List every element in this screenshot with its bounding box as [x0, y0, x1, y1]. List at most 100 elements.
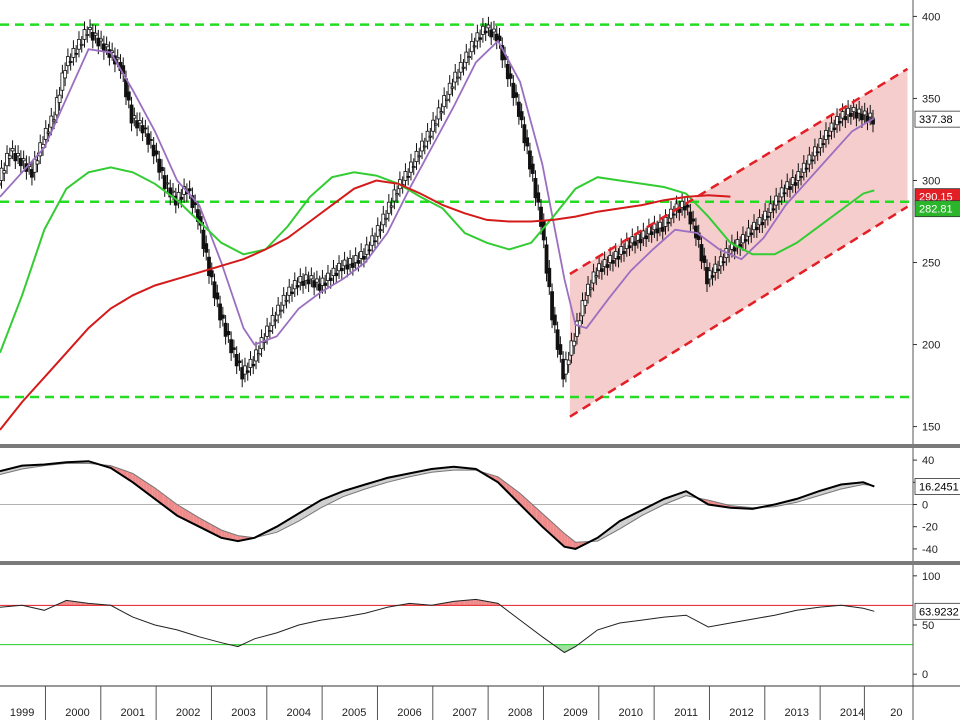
rsi-overbought-fill	[473, 599, 476, 606]
candle-body	[760, 221, 765, 226]
candle-body	[486, 24, 491, 29]
macd-histogram-fill	[619, 519, 623, 529]
macd-histogram-fill	[323, 497, 327, 507]
candle-body	[157, 158, 162, 173]
price-y-tick-label: 350	[922, 93, 940, 105]
candle-body	[63, 70, 68, 79]
macd-histogram-fill	[213, 525, 216, 535]
candle-body	[129, 104, 134, 124]
candle-body	[799, 175, 803, 178]
candle-body	[160, 166, 164, 172]
candle-body	[54, 97, 59, 116]
candle-body	[207, 256, 211, 277]
candle-body	[583, 299, 588, 306]
candle-body	[176, 191, 181, 201]
candle-body	[860, 113, 864, 121]
macd-histogram-fill	[622, 518, 626, 528]
candle-body	[788, 186, 792, 190]
price-y-tick-label: 250	[922, 258, 940, 270]
candle-body	[5, 153, 9, 167]
candle-body	[256, 353, 261, 356]
candle-body	[220, 314, 225, 319]
macd-histogram-fill	[320, 499, 324, 508]
macd-histogram-fill	[188, 511, 191, 523]
candle-body	[13, 153, 18, 162]
candle-body	[395, 193, 400, 196]
candle-body	[323, 282, 328, 286]
candle-body	[630, 236, 635, 244]
candle-body	[411, 166, 416, 168]
year-label: 2000	[65, 707, 89, 719]
candle-body	[699, 244, 704, 262]
candle-body	[303, 274, 308, 281]
candle-body	[541, 221, 546, 241]
candle-body	[868, 112, 873, 118]
macd-histogram-fill	[157, 489, 161, 504]
macd-y-tick-label: 40	[922, 455, 934, 467]
macd-histogram-fill	[215, 527, 219, 537]
panel-separator	[0, 561, 960, 565]
candle-body	[290, 291, 294, 295]
candle-body	[555, 329, 560, 350]
candle-body	[422, 145, 427, 148]
rsi-overbought-fill	[60, 601, 64, 606]
macd-histogram-fill	[569, 537, 573, 549]
candle-body	[721, 261, 726, 264]
candle-body	[497, 35, 502, 42]
candle-body	[406, 175, 411, 178]
candle-body	[312, 280, 317, 288]
rsi-overbought-fill	[475, 599, 479, 606]
macd-histogram-fill	[141, 478, 144, 491]
candle-body	[431, 119, 436, 132]
candle-body	[49, 115, 54, 128]
candle-body	[815, 151, 820, 154]
macd-histogram-fill	[199, 517, 202, 529]
year-label: 2012	[729, 707, 753, 719]
candle-body	[46, 131, 51, 134]
candle-body	[104, 44, 109, 48]
candle-body	[30, 169, 34, 178]
candle-body	[52, 119, 56, 122]
candle-body	[846, 107, 850, 116]
candle-body	[525, 137, 530, 147]
rsi-y-tick-label: 100	[922, 571, 940, 583]
rsi-overbought-fill	[464, 600, 468, 606]
candle-body	[511, 82, 516, 99]
rsi-overbought-fill	[74, 601, 78, 606]
macd-histogram-fill	[522, 495, 526, 510]
rsi-line	[0, 598, 875, 654]
rsi-overbought-fill	[71, 601, 75, 606]
candle-body	[35, 160, 40, 165]
candle-body	[456, 76, 460, 79]
candle-body	[768, 203, 773, 213]
candle-body	[16, 153, 21, 157]
year-label: 2011	[674, 707, 698, 719]
candle-body	[508, 73, 513, 79]
macd-histogram-fill	[166, 496, 169, 510]
candle-body	[359, 251, 364, 259]
candle-body	[801, 162, 806, 173]
candle-body	[638, 238, 643, 244]
macd-histogram-fill	[553, 523, 557, 540]
candle-body	[627, 245, 632, 249]
macd-histogram-fill	[229, 532, 233, 540]
panel-separator	[0, 444, 960, 448]
candle-body	[475, 32, 480, 42]
year-label: 2014	[840, 707, 864, 719]
rsi-overbought-fill	[478, 599, 482, 606]
candle-body	[96, 37, 101, 47]
candle-body	[146, 133, 151, 145]
macd-histogram-fill	[202, 519, 205, 530]
candle-body	[18, 157, 23, 167]
candle-body	[569, 340, 574, 356]
candle-body	[245, 370, 250, 373]
macd-histogram-fill	[174, 502, 178, 516]
candle-body	[782, 192, 787, 195]
macd-histogram-fill	[539, 510, 543, 527]
rsi-overbought-fill	[69, 600, 72, 606]
candle-body	[671, 213, 676, 216]
candle-body	[248, 358, 253, 368]
candle-body	[74, 52, 79, 55]
macd-panel	[0, 460, 913, 550]
candle-body	[829, 122, 834, 132]
